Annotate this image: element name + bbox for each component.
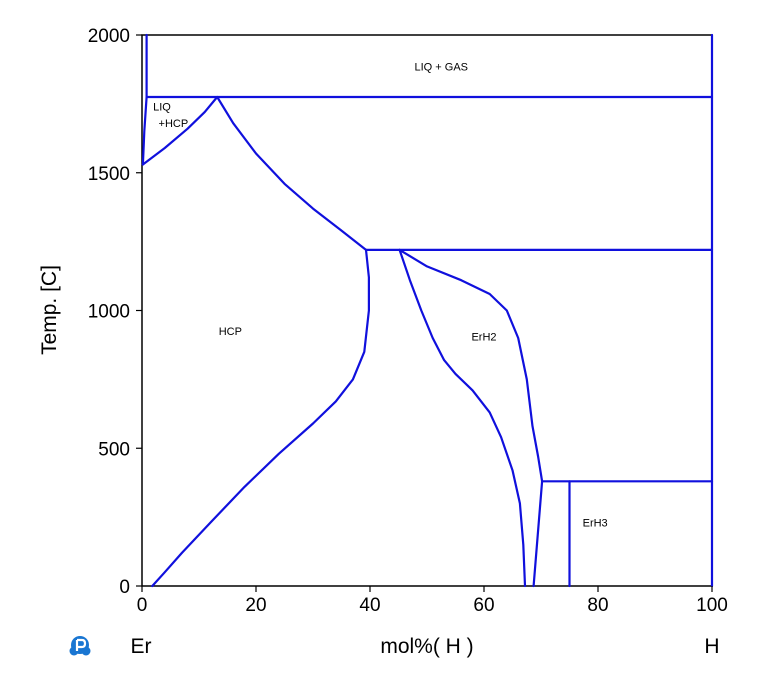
y-tick-label: 2000 [88, 26, 130, 47]
x-axis-left-element: Er [131, 635, 152, 658]
x-tick-label: 80 [587, 595, 608, 616]
phase-region-label: LIQ + GAS [415, 62, 469, 74]
x-tick-label: 20 [245, 595, 266, 616]
phase-boundary-10 [532, 480, 544, 588]
phase-boundary-7 [151, 248, 370, 588]
phase-boundary-5 [216, 95, 368, 251]
y-tick-label: 0 [119, 577, 130, 598]
y-tick-label: 500 [98, 439, 130, 460]
phase-region-label: +HCP [159, 118, 189, 130]
phase-region-label: LIQ [153, 102, 171, 114]
y-tick-label: 1000 [88, 302, 130, 323]
phase-region-label: ErH3 [583, 518, 608, 530]
x-axis-ticks: 0 20 40 60 80 100 [137, 586, 728, 616]
y-tick-label: 1500 [88, 164, 130, 185]
phase-boundaries [141, 33, 714, 588]
phase-boundary-9 [398, 248, 544, 483]
logo-icon [69, 636, 91, 656]
x-tick-label: 0 [137, 595, 148, 616]
x-axis-right-element: H [704, 635, 719, 658]
x-tick-label: 60 [473, 595, 494, 616]
x-tick-label: 100 [696, 595, 728, 616]
phase-region-labels: LIQ + GAS LIQ +HCP HCP ErH2 ErH3 [153, 62, 608, 530]
phase-boundary-8 [398, 248, 527, 588]
y-axis-label: Temp. [C] [38, 265, 61, 355]
phase-region-label: HCP [219, 326, 242, 338]
phase-boundary-4 [141, 95, 219, 166]
x-axis-label: mol%( H ) [380, 635, 473, 658]
x-tick-label: 40 [359, 595, 380, 616]
phase-boundary-3 [141, 95, 148, 166]
y-axis-ticks: 0 500 1000 1500 2000 [88, 26, 142, 598]
phase-region-label: ErH2 [471, 332, 496, 344]
